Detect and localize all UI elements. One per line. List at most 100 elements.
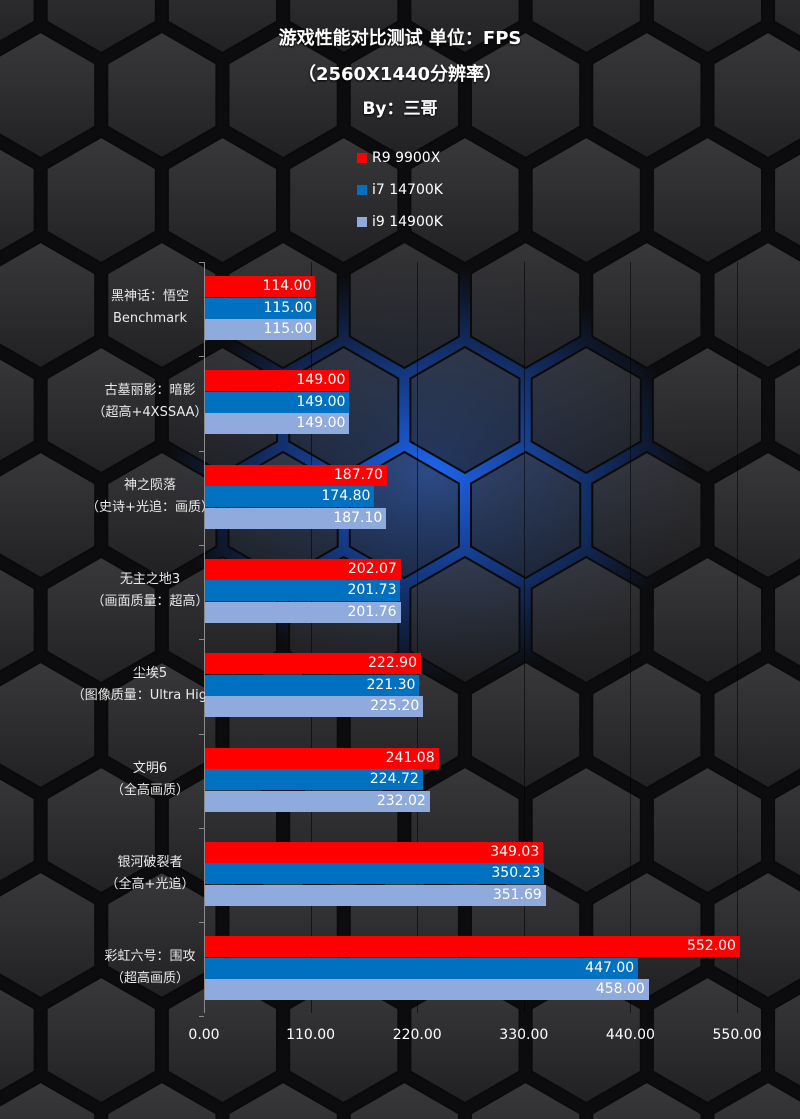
- x-tick-label: 220.00: [392, 1027, 442, 1043]
- gridline: [417, 262, 419, 1013]
- y-axis-line: [204, 262, 205, 1013]
- bar-value-label: 149.00: [296, 393, 346, 410]
- gridline: [310, 262, 312, 1013]
- bar-value-label: 115.00: [263, 299, 313, 316]
- bar-r9-9900x: 187.70: [205, 464, 387, 486]
- category-label-setting: （全高+光追）: [105, 876, 195, 892]
- bar-value-label: 225.20: [370, 698, 420, 715]
- bar-r9-9900x: 241.08: [205, 747, 439, 769]
- y-tick: [199, 450, 204, 452]
- category-label: 神之陨落 （史诗+光追：画质）: [55, 475, 245, 519]
- category-label-game: 银河破裂者: [117, 854, 183, 870]
- legend-item-r9-9900x: R9 9900X: [357, 142, 443, 174]
- bar-value-label: 149.00: [296, 415, 346, 432]
- bar-value-label: 174.80: [321, 488, 371, 505]
- x-tick-label: 0.00: [188, 1027, 220, 1043]
- x-tick-label: 330.00: [499, 1027, 549, 1043]
- category-label-game: 尘埃5: [132, 666, 168, 682]
- bar-i7-14700k: 350.23: [205, 863, 545, 885]
- category-label-game: 无主之地3: [119, 571, 181, 587]
- bar-value-label: 114.00: [262, 278, 312, 294]
- y-tick: [199, 356, 204, 358]
- bar-value-label: 350.23: [491, 865, 541, 882]
- bar-i7-14700k: 201.73: [205, 580, 401, 602]
- chart-subtitle-resolution: （2560X1440分辨率）: [297, 64, 503, 85]
- category-label-setting: （画面质量：超高）: [91, 593, 209, 609]
- category-label-game: 黑神话：悟空: [110, 289, 189, 304]
- bar-value-label: 201.76: [347, 603, 397, 620]
- bar-value-label: 201.73: [347, 582, 397, 599]
- bar-r9-9900x: 202.07: [205, 558, 401, 580]
- bar-value-label: 232.02: [376, 792, 426, 809]
- category-label: 银河破裂者 （全高+光追）: [55, 852, 245, 896]
- category-label-setting: （全高画质）: [110, 782, 189, 798]
- category-label-setting: Benchmark: [112, 311, 188, 326]
- bar-i9-14900k: 115.00: [205, 319, 317, 340]
- bar-i7-14700k: 115.00: [205, 297, 317, 319]
- bar-value-label: 222.90: [368, 655, 417, 672]
- bar-r9-9900x: 349.03: [205, 841, 544, 863]
- legend-label: i7 14700K: [372, 182, 443, 198]
- chart-author: By：三哥: [362, 99, 438, 119]
- bar-value-label: 115.00: [263, 321, 313, 337]
- legend-swatch-icon: [357, 185, 367, 195]
- category-label: 文明6 （全高画质）: [55, 758, 245, 802]
- gridline: [630, 262, 632, 1013]
- bar-value-label: 241.08: [385, 749, 435, 766]
- bar-value-label: 221.30: [366, 676, 416, 693]
- bar-i7-14700k: 224.72: [205, 769, 423, 790]
- x-tick-label: 550.00: [712, 1027, 762, 1043]
- bar-r9-9900x: 552.00: [205, 936, 740, 958]
- legend-item-i7-14700k: i7 14700K: [357, 174, 443, 206]
- y-tick: [199, 639, 204, 641]
- category-label-setting: （史诗+光追：画质）: [86, 499, 214, 515]
- bar-r9-9900x: 114.00: [205, 276, 316, 297]
- category-label-game: 彩虹六号：围攻: [104, 949, 196, 965]
- x-tick-label: 440.00: [605, 1027, 655, 1043]
- y-tick: [199, 733, 204, 735]
- x-tick-label: 110.00: [286, 1027, 336, 1043]
- category-label: 黑神话：悟空 Benchmark: [55, 286, 245, 330]
- bar-value-label: 349.03: [490, 843, 540, 860]
- bar-i9-14900k: 149.00: [205, 413, 350, 435]
- legend: R9 9900X i7 14700K i9 14900K: [357, 142, 443, 238]
- bar-i9-14900k: 351.69: [205, 884, 546, 906]
- legend-swatch-icon: [357, 153, 367, 163]
- category-label-setting: （超高画质）: [110, 971, 189, 987]
- bar-i9-14900k: 232.02: [205, 790, 430, 812]
- bar-i9-14900k: 225.20: [205, 696, 424, 718]
- legend-label: R9 9900X: [372, 150, 441, 166]
- y-tick: [199, 544, 204, 546]
- category-label-setting: （超高+4XSSAA）: [92, 405, 208, 421]
- legend-swatch-icon: [357, 217, 367, 227]
- y-tick: [199, 262, 204, 263]
- legend-item-i9-14900k: i9 14900K: [357, 206, 443, 238]
- gridline: [737, 262, 738, 1013]
- chart-title: 游戏性能对比测试 单位：FPS: [278, 28, 522, 49]
- bar-value-label: 187.10: [333, 509, 383, 526]
- bar-i7-14700k: 149.00: [205, 391, 350, 413]
- category-label-game: 神之陨落: [123, 477, 176, 493]
- category-label: 尘埃5 （图像质量：Ultra High）: [55, 663, 245, 707]
- category-label: 无主之地3 （画面质量：超高）: [55, 569, 245, 613]
- bar-value-label: 224.72: [369, 771, 419, 787]
- bar-value-label: 447.00: [585, 959, 635, 976]
- bar-value-label: 458.00: [595, 981, 645, 998]
- y-tick: [199, 827, 204, 829]
- bar-r9-9900x: 222.90: [205, 653, 421, 675]
- category-label-setting: （图像质量：Ultra High）: [71, 688, 229, 704]
- category-label: 彩虹六号：围攻 （超高画质）: [55, 946, 245, 990]
- bar-i7-14700k: 447.00: [205, 957, 639, 979]
- y-tick: [199, 1016, 204, 1018]
- bar-value-label: 187.70: [333, 466, 383, 483]
- bar-i7-14700k: 221.30: [205, 674, 420, 696]
- bar-i9-14900k: 201.76: [205, 601, 401, 623]
- gridline: [523, 262, 525, 1013]
- legend-label: i9 14900K: [372, 214, 443, 230]
- category-label-game: 古墓丽影：暗影: [104, 383, 196, 399]
- bar-i7-14700k: 174.80: [205, 486, 375, 508]
- category-label-game: 文明6: [132, 760, 168, 776]
- bar-i9-14900k: 187.10: [205, 507, 387, 529]
- bar-value-label: 202.07: [347, 560, 397, 577]
